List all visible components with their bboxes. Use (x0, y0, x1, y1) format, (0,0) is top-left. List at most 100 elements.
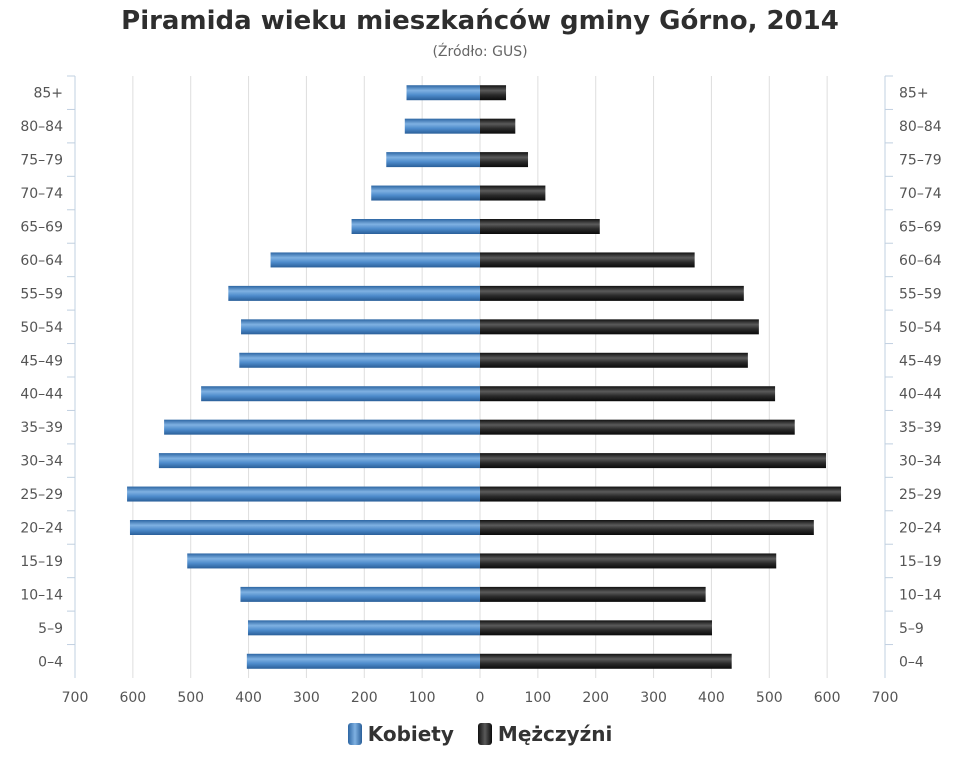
bar-kobiety[interactable] (241, 319, 480, 335)
y-tick-label-left: 80–84 (20, 119, 63, 135)
bar-mezczyzni[interactable] (480, 386, 776, 402)
y-tick-label-right: 75–79 (899, 153, 942, 169)
legend-item-kobiety[interactable]: Kobiety (347, 722, 454, 746)
bar-kobiety[interactable] (406, 85, 480, 101)
bar-kobiety[interactable] (386, 152, 480, 168)
y-tick-label-right: 25–29 (899, 487, 942, 503)
legend-label-kobiety: Kobiety (367, 722, 454, 746)
x-tick-label: 700 (62, 690, 89, 706)
bar-mezczyzni[interactable] (480, 553, 777, 569)
bar-mezczyzni[interactable] (480, 85, 507, 101)
bar-kobiety[interactable] (228, 285, 480, 301)
y-tick-label-left: 10–14 (20, 587, 63, 603)
bar-mezczyzni[interactable] (480, 419, 795, 435)
legend-swatch-mezczyzni (477, 723, 492, 745)
bar-mezczyzni[interactable] (480, 586, 706, 602)
legend: Kobiety Mężczyźni (0, 722, 960, 746)
y-tick-label-left: 60–64 (20, 253, 63, 269)
legend-swatch-kobiety (347, 723, 362, 745)
y-tick-label-right: 35–39 (899, 420, 942, 436)
x-tick-label: 300 (293, 690, 320, 706)
bar-kobiety[interactable] (246, 653, 480, 669)
bar-mezczyzni[interactable] (480, 185, 546, 201)
y-tick-label-right: 65–69 (899, 220, 942, 236)
x-tick-label: 200 (582, 690, 609, 706)
y-tick-label-right: 55–59 (899, 286, 942, 302)
x-tick-label: 500 (756, 690, 783, 706)
y-tick-label-left: 30–34 (20, 454, 63, 470)
bar-kobiety[interactable] (351, 219, 480, 234)
y-tick-label-right: 70–74 (899, 186, 942, 202)
y-tick-label-right: 40–44 (899, 387, 942, 403)
y-tick-label-left: 0–4 (38, 654, 63, 670)
bar-mezczyzni[interactable] (480, 219, 600, 234)
bar-mezczyzni[interactable] (480, 653, 732, 669)
y-tick-label-left: 50–54 (20, 320, 63, 336)
x-tick-label: 600 (119, 690, 146, 706)
x-tick-label: 100 (409, 690, 436, 706)
x-tick-label: 600 (814, 690, 841, 706)
bar-kobiety[interactable] (247, 620, 480, 636)
pyramid-chart: 700 600 500 400 300 200 100 0 100 200 300 400 500 600… (20, 75, 942, 706)
bar-kobiety[interactable] (239, 352, 480, 368)
bar-mezczyzni[interactable] (480, 453, 826, 469)
bar-mezczyzni[interactable] (480, 620, 713, 636)
x-tick-label: 200 (351, 690, 378, 706)
x-tick-label: 700 (872, 690, 899, 706)
y-tick-label-left: 75–79 (20, 153, 63, 169)
bar-mezczyzni[interactable] (480, 118, 516, 134)
bar-mezczyzni[interactable] (480, 486, 842, 502)
y-tick-label-left: 45–49 (20, 353, 63, 369)
bar-mezczyzni[interactable] (480, 285, 744, 301)
y-tick-label-right: 50–54 (899, 320, 942, 336)
y-tick-label-right: 60–64 (899, 253, 942, 269)
bar-mezczyzni[interactable] (480, 319, 759, 335)
y-tick-label-left: 65–69 (20, 220, 63, 236)
x-tick-label: 400 (698, 690, 725, 706)
x-tick-label: 400 (235, 690, 262, 706)
grid-lines (67, 75, 893, 678)
y-tick-label-left: 5–9 (38, 621, 63, 637)
bar-kobiety[interactable] (404, 118, 480, 134)
y-tick-label-left: 35–39 (20, 420, 63, 436)
bar-kobiety[interactable] (371, 185, 480, 201)
y-tick-label-left: 20–24 (20, 521, 63, 537)
y-tick-label-right: 30–34 (899, 454, 942, 470)
y-tick-label-left: 15–19 (20, 554, 63, 570)
y-tick-label-left: 85+ (33, 86, 63, 102)
y-tick-label-left: 40–44 (20, 387, 63, 403)
bar-kobiety[interactable] (129, 520, 480, 535)
y-tick-label-right: 10–14 (899, 587, 942, 603)
axis-labels: 700 600 500 400 300 200 100 0 100 200 300 400 500 600… (20, 86, 941, 706)
bar-kobiety[interactable] (240, 586, 480, 602)
bar-mezczyzni[interactable] (480, 252, 695, 268)
bar-mezczyzni[interactable] (480, 520, 814, 535)
bar-kobiety[interactable] (158, 453, 480, 469)
y-tick-label-right: 5–9 (899, 621, 924, 637)
y-tick-label-right: 0–4 (899, 654, 924, 670)
x-tick-label: 0 (476, 690, 485, 706)
y-tick-label-right: 20–24 (899, 521, 942, 537)
y-tick-label-right: 80–84 (899, 119, 942, 135)
bar-mezczyzni[interactable] (480, 352, 748, 368)
legend-label-mezczyzni: Mężczyźni (497, 722, 613, 746)
legend-item-mezczyzni[interactable]: Mężczyźni (477, 722, 613, 746)
bar-kobiety[interactable] (127, 486, 481, 502)
chart-title: Piramida wieku mieszkańców gminy Górno, … (121, 6, 839, 36)
x-tick-label: 100 (524, 690, 551, 706)
bar-kobiety[interactable] (270, 252, 480, 268)
y-tick-label-right: 45–49 (899, 353, 942, 369)
bars (127, 85, 842, 669)
y-tick-label-right: 85+ (899, 86, 929, 102)
bar-kobiety[interactable] (187, 553, 480, 569)
y-tick-label-right: 15–19 (899, 554, 942, 570)
bar-kobiety[interactable] (201, 386, 480, 402)
y-tick-label-left: 70–74 (20, 186, 63, 202)
x-tick-label: 300 (640, 690, 667, 706)
bar-mezczyzni[interactable] (480, 152, 529, 168)
y-tick-label-left: 55–59 (20, 286, 63, 302)
x-tick-label: 500 (177, 690, 204, 706)
y-tick-label-left: 25–29 (20, 487, 63, 503)
chart-subtitle: (Źródło: GUS) (432, 44, 528, 60)
bar-kobiety[interactable] (164, 419, 480, 435)
